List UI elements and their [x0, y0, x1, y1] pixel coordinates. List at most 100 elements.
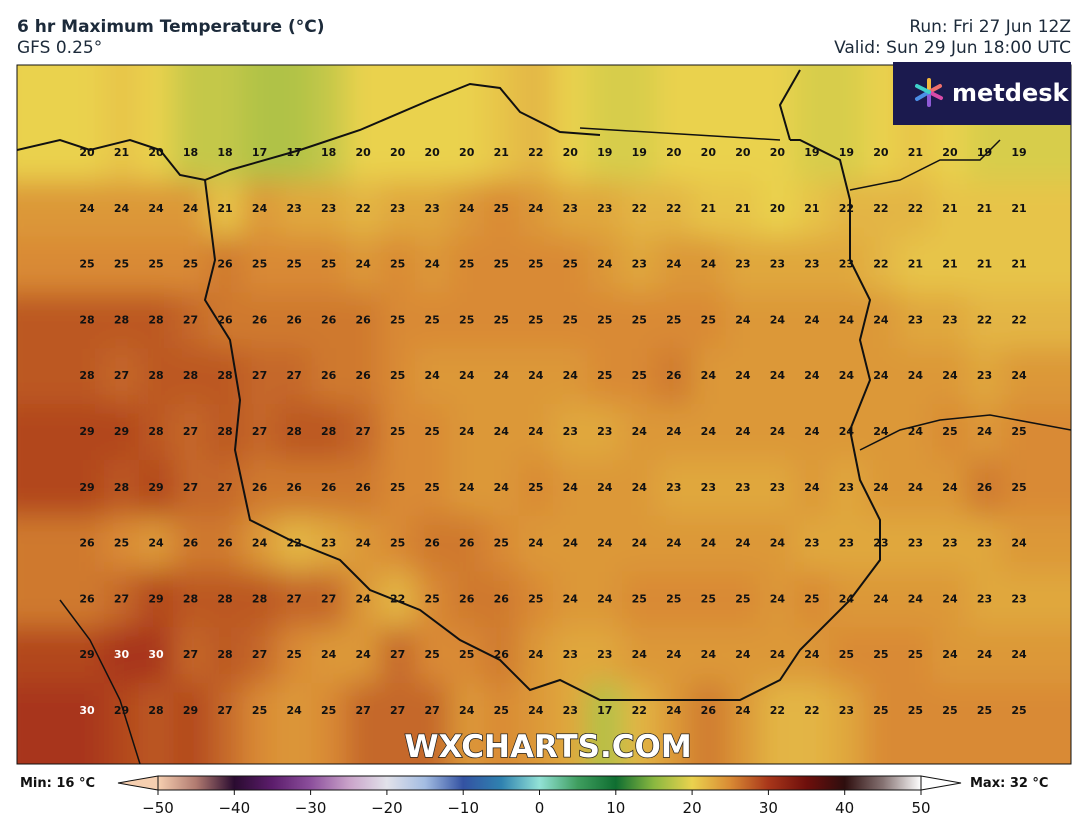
- temperature-cell: [898, 627, 934, 685]
- temperature-cell: [932, 459, 969, 517]
- temperature-label: 30: [114, 648, 130, 661]
- temperature-label: 25: [252, 258, 267, 271]
- temperature-label: 28: [321, 425, 336, 438]
- temperature-label: 23: [908, 313, 923, 326]
- colorbar-tick-label: 50: [911, 799, 930, 817]
- temperature-cell: [553, 571, 589, 629]
- temperature-label: 23: [563, 648, 578, 661]
- temperature-label: 17: [252, 146, 267, 159]
- temperature-cell: [414, 459, 451, 517]
- temperature-label: 25: [977, 704, 992, 717]
- temperature-cell: [622, 236, 658, 294]
- temperature-label: 24: [563, 537, 579, 550]
- temperature-label: 24: [183, 202, 199, 215]
- temperature-cell: [725, 404, 762, 461]
- temperature-cell: [414, 627, 451, 685]
- temperature-label: 23: [770, 258, 785, 271]
- temperature-label: 24: [701, 537, 717, 550]
- temperature-label: 23: [908, 537, 923, 550]
- temperature-label: 24: [839, 425, 855, 438]
- temperature-label: 21: [908, 146, 923, 159]
- temperature-cell: [553, 459, 589, 517]
- temperature-label: 27: [355, 704, 370, 717]
- temperature-cell: [311, 571, 347, 629]
- temperature-label: 25: [321, 258, 336, 271]
- temperature-label: 17: [597, 704, 612, 717]
- temperature-label: 25: [666, 313, 681, 326]
- temperature-label: 26: [425, 537, 441, 550]
- temperature-label: 23: [632, 258, 647, 271]
- temperature-label: 28: [114, 313, 129, 326]
- temperature-cell: [656, 571, 693, 629]
- temperature-cell: [276, 515, 313, 573]
- temperature-label: 26: [79, 592, 95, 605]
- map-title: 6 hr Maximum Temperature (°C): [17, 17, 325, 37]
- temperature-label: 24: [528, 704, 544, 717]
- temperature-cell: [414, 683, 451, 764]
- temperature-label: 27: [114, 369, 129, 382]
- temperature-label: 28: [286, 425, 301, 438]
- temperature-label: 24: [804, 425, 820, 438]
- temperature-label: 28: [79, 369, 94, 382]
- temperature-label: 19: [804, 146, 819, 159]
- temperature-cell: [898, 180, 934, 238]
- temperature-label: 25: [425, 313, 440, 326]
- temperature-label: 23: [942, 537, 957, 550]
- temperature-label: 20: [770, 202, 786, 215]
- colorbar-tick-label: −30: [295, 799, 327, 817]
- temperature-label: 28: [217, 425, 232, 438]
- temperature-cell: [932, 180, 969, 238]
- temperature-label: 24: [735, 425, 751, 438]
- temperature-cell: [207, 65, 244, 182]
- temperature-label: 24: [1011, 648, 1027, 661]
- temperature-cell: [173, 404, 209, 461]
- colorbar-tick-label: −40: [218, 799, 250, 817]
- temperature-label: 20: [666, 146, 682, 159]
- temperature-cell: [17, 571, 106, 629]
- temperature-cell: [622, 348, 658, 406]
- model-name: GFS 0.25°: [17, 38, 102, 58]
- temperature-cell: [932, 404, 969, 461]
- temperature-cell: [207, 627, 244, 685]
- temperature-label: 22: [1011, 313, 1026, 326]
- temperature-label: 24: [666, 704, 682, 717]
- temperature-label: 29: [114, 704, 129, 717]
- temperature-cell: [449, 292, 485, 350]
- temperature-label: 24: [425, 369, 441, 382]
- temperature-label: 26: [252, 313, 268, 326]
- temperature-cell: [104, 683, 140, 764]
- temperature-cell: [898, 236, 934, 294]
- temperature-label: 24: [908, 481, 924, 494]
- temperature-label: 24: [666, 258, 682, 271]
- temperature-cell: [656, 404, 693, 461]
- temperature-cell: [967, 515, 1003, 573]
- temperature-label: 26: [286, 481, 302, 494]
- temperature-label: 23: [1011, 592, 1026, 605]
- colorbar-tick-label: 20: [683, 799, 702, 817]
- temperature-cell: [967, 404, 1003, 461]
- temperature-label: 25: [563, 313, 578, 326]
- border: [849, 139, 1001, 191]
- temperature-cell: [725, 348, 762, 406]
- temperature-label: 28: [148, 704, 163, 717]
- temperature-cell: [898, 459, 934, 517]
- temperature-cell: [691, 180, 727, 238]
- temperature-label: 29: [183, 704, 198, 717]
- temperature-label: 27: [183, 425, 198, 438]
- border: [59, 599, 141, 764]
- temperature-cell: [967, 180, 1003, 238]
- temperature-label: 25: [942, 704, 957, 717]
- temperature-cell: [104, 292, 140, 350]
- temperature-cell: [794, 65, 831, 182]
- temperature-cell: [656, 515, 693, 573]
- temperature-cell: [656, 459, 693, 517]
- temperature-label: 25: [804, 592, 819, 605]
- temperature-label: 25: [494, 202, 509, 215]
- temperature-label: 27: [390, 704, 405, 717]
- temperature-label: 24: [770, 537, 786, 550]
- temperature-label: 24: [114, 202, 130, 215]
- temperature-label: 24: [148, 537, 164, 550]
- temperature-label: 26: [217, 258, 233, 271]
- temperature-cell: [898, 515, 934, 573]
- temperature-cell: [449, 459, 485, 517]
